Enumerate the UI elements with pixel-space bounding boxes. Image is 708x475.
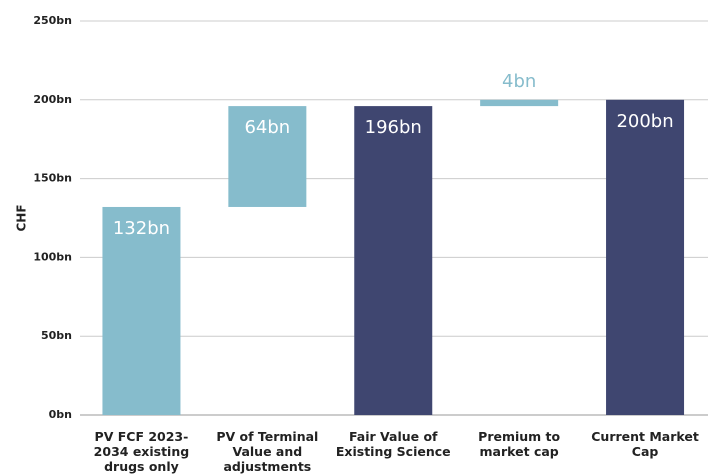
y-axis-title: CHF	[15, 204, 29, 231]
bar	[606, 99, 685, 416]
bar	[228, 106, 307, 207]
x-tick-label: Premium to market cap	[478, 429, 561, 459]
value-label: 200bn	[616, 111, 673, 132]
y-tick-label: 50bn	[41, 329, 72, 342]
bar	[480, 99, 559, 107]
y-tick-label: 150bn	[33, 172, 72, 185]
x-tick-label: Fair Value of Existing Science	[335, 429, 451, 459]
value-label: 4bn	[502, 71, 536, 92]
y-tick-label: 250bn	[33, 14, 72, 27]
bar	[354, 106, 433, 415]
y-tick-label: 200bn	[33, 93, 72, 106]
x-tick-label: PV FCF 2023-2034 existing drugs only	[93, 429, 190, 474]
value-label: 196bn	[365, 117, 422, 138]
bar	[102, 206, 181, 415]
y-tick-label: 100bn	[33, 250, 72, 263]
x-tick-label: PV of Terminal Value and adjustments	[216, 429, 319, 474]
value-label: 132bn	[113, 218, 170, 239]
value-label: 64bn	[244, 117, 290, 138]
x-tick-label: Current Market Cap	[591, 429, 699, 459]
y-tick-label: 0bn	[49, 408, 72, 421]
